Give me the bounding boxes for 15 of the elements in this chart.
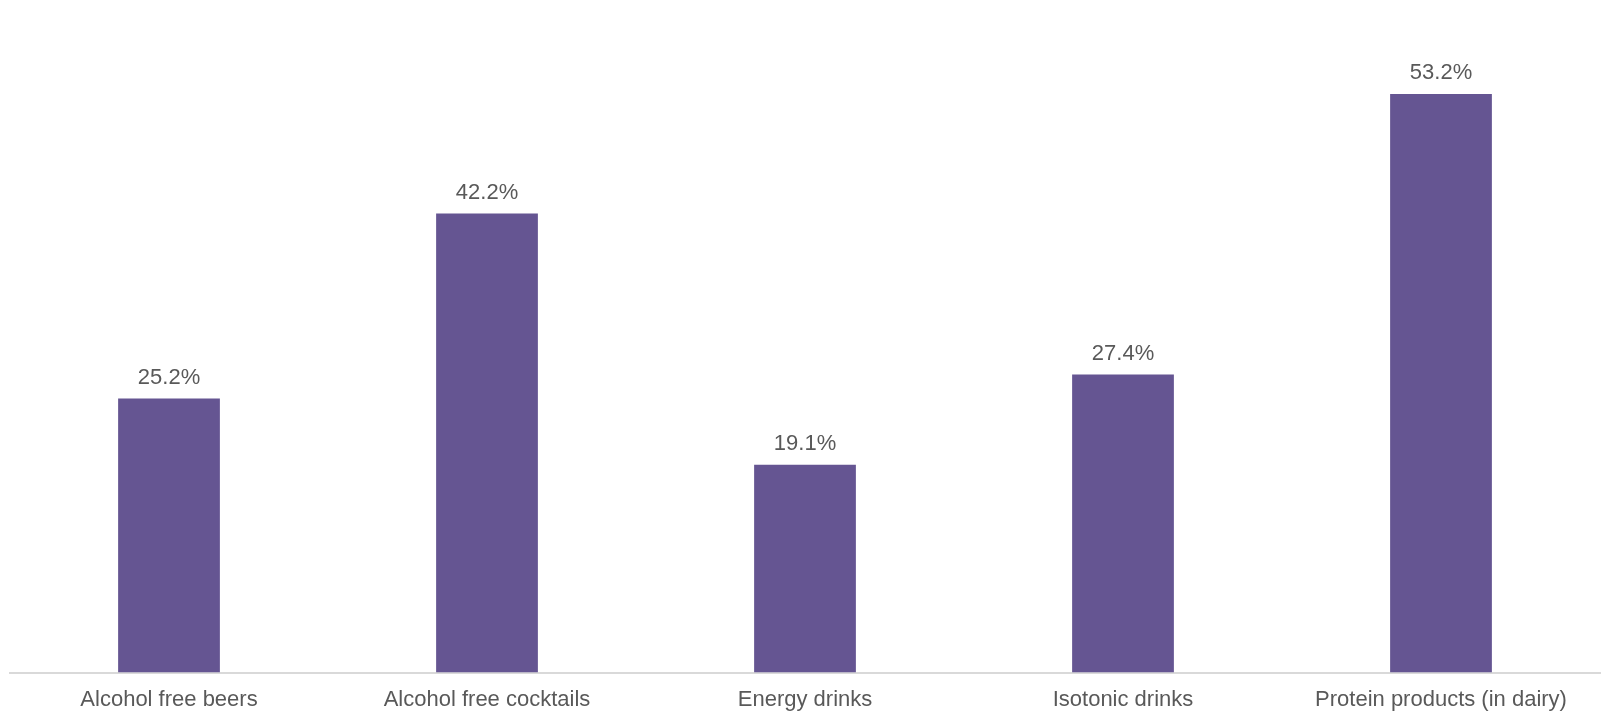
- x-tick-label: Isotonic drinks: [1052, 685, 1194, 711]
- bar: [1072, 374, 1174, 673]
- data-label: 53.2%: [1409, 59, 1473, 85]
- bar: [436, 213, 538, 673]
- x-tick-label: Protein products (in dairy): [1315, 685, 1567, 711]
- data-label: 19.1%: [773, 429, 837, 455]
- x-tick-label: Energy drinks: [737, 685, 873, 711]
- data-label: 42.2%: [455, 178, 519, 204]
- bar: [118, 398, 220, 673]
- bar: [754, 464, 856, 673]
- x-tick-label: Alcohol free beers: [80, 685, 258, 711]
- data-label: 27.4%: [1091, 339, 1155, 365]
- bar: [1390, 93, 1492, 673]
- data-label: 25.2%: [137, 363, 201, 389]
- x-tick-label: Alcohol free cocktails: [383, 685, 591, 711]
